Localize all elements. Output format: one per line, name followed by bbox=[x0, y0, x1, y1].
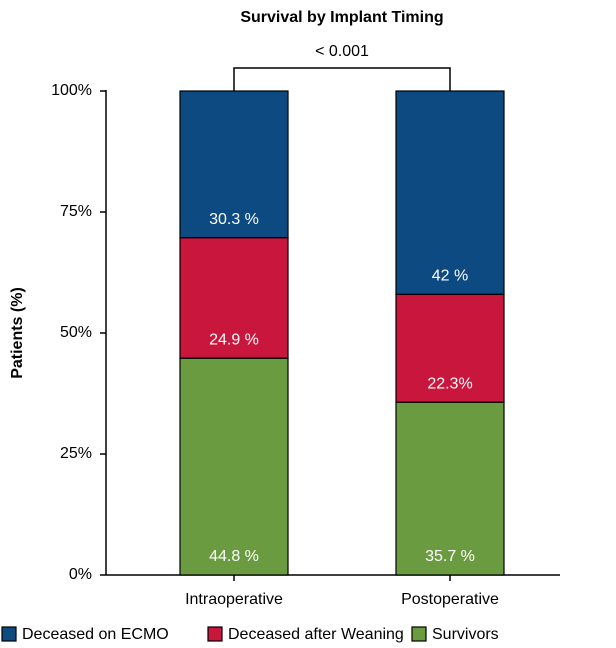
value-label: 44.8 % bbox=[209, 548, 259, 565]
legend-swatch bbox=[411, 626, 427, 642]
y-tick-label: 100% bbox=[51, 82, 92, 99]
x-tick-label: Postoperative bbox=[401, 591, 499, 608]
bar-segment bbox=[179, 357, 289, 576]
bar-segment bbox=[179, 237, 289, 359]
legend-swatch bbox=[1, 626, 17, 642]
value-label: 30.3 % bbox=[209, 211, 259, 228]
y-tick-label: 50% bbox=[60, 324, 92, 341]
y-tick-label: 25% bbox=[60, 445, 92, 462]
legend-label: Deceased on ECMO bbox=[22, 626, 169, 643]
value-label: 42 % bbox=[432, 267, 468, 284]
bar-segment bbox=[395, 401, 505, 576]
significance-bracket bbox=[233, 67, 451, 91]
x-tick-label: Intraoperative bbox=[185, 591, 283, 608]
value-label: 24.9 % bbox=[209, 331, 259, 348]
bar-segment bbox=[395, 293, 505, 403]
bar-segment bbox=[179, 90, 289, 239]
legend-label: Survivors bbox=[432, 626, 499, 643]
y-axis-label: Patients (%) bbox=[9, 287, 26, 379]
y-tick-label: 0% bbox=[69, 566, 92, 583]
y-tick-label: 75% bbox=[60, 203, 92, 220]
bar-segment bbox=[395, 90, 505, 295]
chart-title: Survival by Implant Timing bbox=[240, 9, 443, 26]
legend-swatch bbox=[207, 626, 223, 642]
value-label: 22.3% bbox=[427, 375, 472, 392]
p-value: < 0.001 bbox=[315, 43, 369, 60]
value-label: 35.7 % bbox=[425, 548, 475, 565]
legend-label: Deceased after Weaning bbox=[228, 626, 404, 643]
